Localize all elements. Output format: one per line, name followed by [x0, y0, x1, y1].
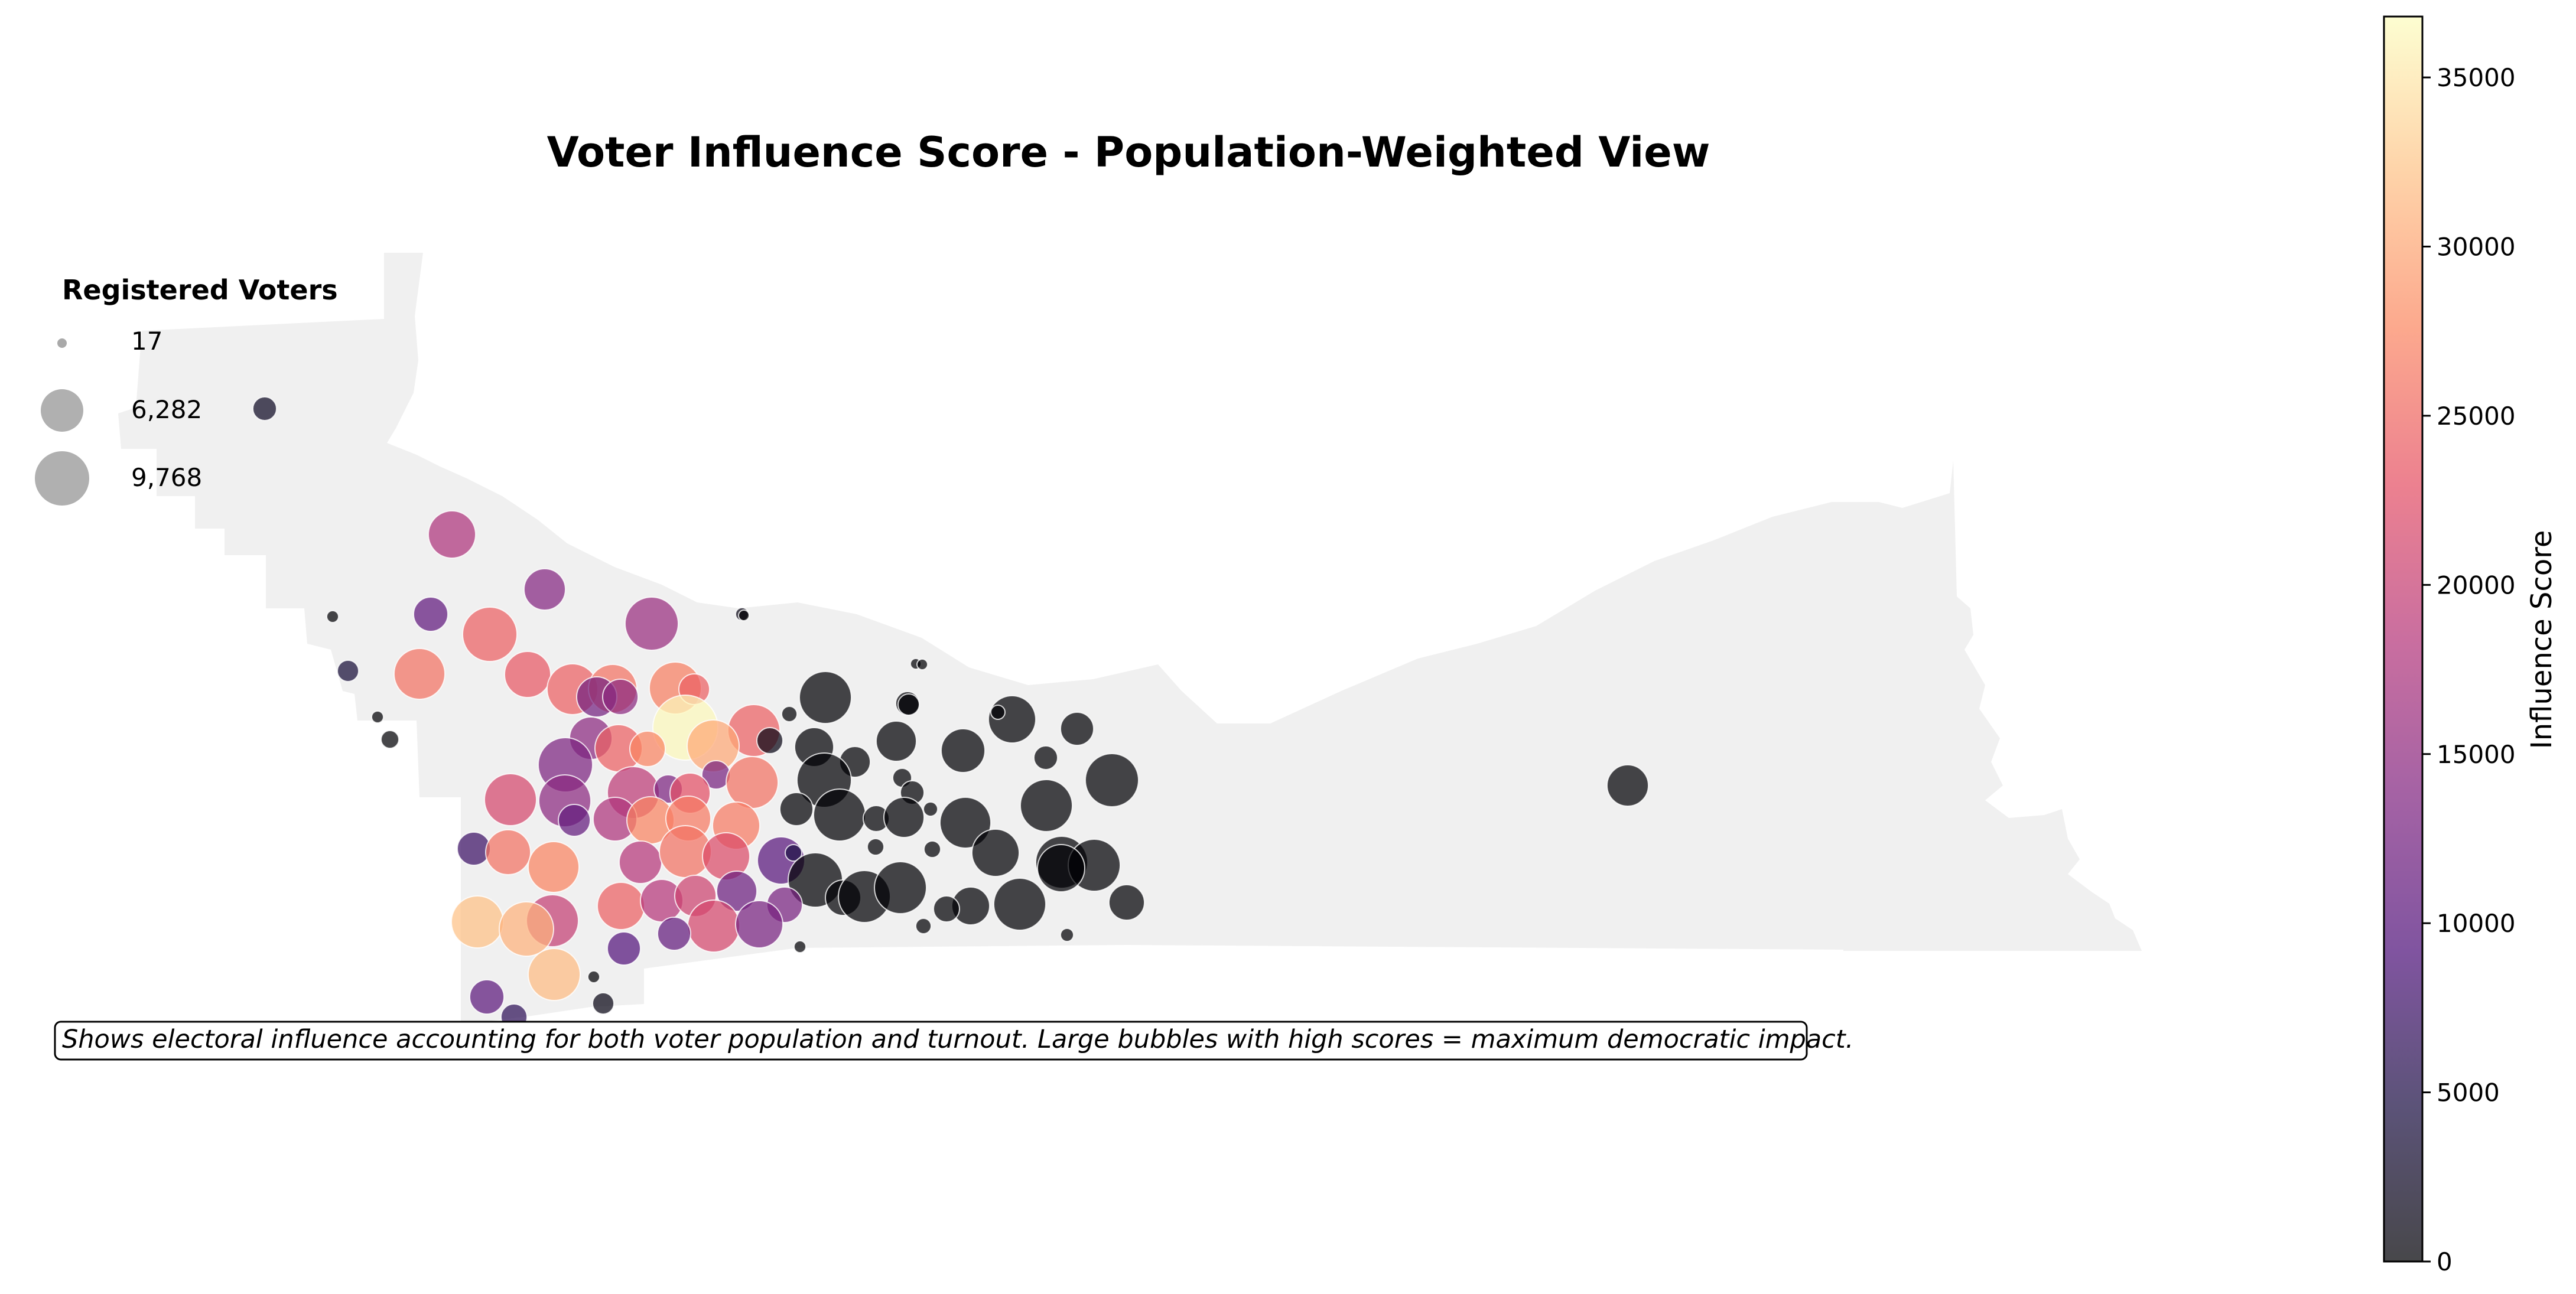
precinct-bubble: [499, 901, 554, 957]
precinct-bubble: [484, 773, 537, 826]
precinct-bubble: [1085, 753, 1139, 807]
size-legend-swatch-large: [35, 451, 89, 506]
precinct-bubble: [939, 797, 991, 849]
precinct-bubble: [883, 797, 925, 838]
precinct-bubble: [485, 829, 531, 875]
precinct-bubble: [941, 728, 985, 773]
precinct-bubble: [779, 792, 814, 826]
precinct-bubble: [897, 693, 920, 716]
precinct-bubble: [716, 871, 757, 912]
precinct-bubble: [462, 607, 518, 662]
chart-title: Voter Influence Score - Population-Weigh…: [547, 128, 1710, 177]
precinct-bubble: [602, 679, 639, 715]
size-legend: Registered Voters 17 6,282 9,768: [35, 274, 338, 506]
colorbar: 0 5000 10000 15000 20000 25000 30000 35000 Infl…: [2383, 15, 2558, 1276]
precinct-bubble: [597, 882, 645, 930]
precinct-bubble: [371, 710, 384, 723]
colorbar-tick-label: 30000: [2437, 233, 2516, 262]
precinct-bubble: [793, 940, 806, 953]
precinct-bubble: [587, 970, 600, 983]
colorbar-gradient: [2384, 17, 2422, 1262]
caption-frame: [54, 1021, 1808, 1061]
size-legend-label-large: 9,768: [131, 463, 202, 492]
precinct-bubble: [915, 918, 932, 934]
colorbar-tick-label: 20000: [2437, 571, 2516, 599]
precinct-bubble: [413, 597, 448, 632]
precinct-bubble: [923, 840, 941, 858]
precinct-bubble: [813, 788, 866, 842]
caption-text: Shows electoral influence accounting for…: [62, 1025, 1853, 1054]
colorbar-frame: [2383, 15, 2424, 1263]
precinct-bubble: [523, 568, 566, 611]
precinct-bubble: [252, 396, 277, 421]
colorbar-tick-label: 5000: [2437, 1078, 2500, 1107]
precinct-bubble: [1033, 745, 1058, 770]
precinct-bubble: [799, 671, 852, 724]
size-legend-title: Registered Voters: [62, 274, 338, 306]
colorbar-tick-label: 25000: [2437, 402, 2516, 431]
precinct-bubble: [393, 648, 445, 700]
precinct-bubble: [867, 838, 884, 856]
precinct-bubble: [971, 829, 1020, 877]
caption-box: Shows electoral influence accounting for…: [54, 1021, 1853, 1061]
precinct-bubble: [923, 801, 938, 817]
precinct-bubble: [1108, 884, 1145, 921]
precinct-bubble: [326, 610, 339, 623]
precinct-bubble: [990, 705, 1006, 720]
precinct-bubble: [607, 931, 641, 966]
precinct-bubble: [735, 900, 783, 949]
precinct-bubble: [874, 861, 927, 914]
precinct-bubble: [876, 721, 917, 762]
colorbar-tick-label: 35000: [2437, 63, 2516, 92]
precinct-bubble: [428, 510, 476, 559]
colorbar-tick-label: 15000: [2437, 740, 2516, 769]
size-legend-swatch-medium: [41, 389, 83, 432]
colorbar-label: Influence Score: [2525, 530, 2558, 749]
precinct-bubble: [993, 878, 1046, 931]
precinct-bubble: [504, 651, 551, 698]
colorbar-tick-label: 0: [2437, 1247, 2453, 1276]
precinct-bubble: [619, 840, 662, 884]
precinct-bubble: [687, 899, 740, 953]
colorbar-ticks: 0 5000 10000 15000 20000 25000 30000 35000: [2422, 63, 2516, 1276]
precinct-bubble: [1020, 779, 1073, 832]
size-legend-swatch-small: [57, 338, 67, 348]
precinct-bubble: [916, 659, 928, 670]
precinct-bubble: [726, 756, 779, 809]
precinct-bubble: [1060, 928, 1074, 942]
precinct-bubble: [528, 948, 581, 1001]
precinct-bubble: [451, 895, 504, 949]
precinct-bubble: [625, 597, 679, 651]
precinct-bubble: [785, 844, 802, 862]
colorbar-tick-label: 10000: [2437, 909, 2516, 938]
size-legend-label-small: 17: [131, 327, 162, 356]
precinct-bubble: [933, 895, 960, 923]
precinct-bubble: [1606, 764, 1649, 807]
precinct-bubble: [380, 730, 399, 749]
precinct-bubble: [738, 609, 750, 621]
precinct-bubble: [756, 727, 783, 754]
precinct-bubble: [469, 979, 505, 1015]
precinct-bubble: [781, 706, 798, 722]
precinct-bubble: [629, 731, 666, 767]
precinct-bubble: [558, 804, 591, 837]
bubbles-layer: [252, 396, 1649, 1031]
precinct-bubble: [337, 660, 359, 682]
size-legend-label-medium: 6,282: [131, 395, 202, 424]
precinct-bubble: [528, 841, 580, 893]
precinct-bubble: [592, 992, 614, 1015]
precinct-bubble: [657, 917, 691, 951]
precinct-bubble: [1037, 844, 1085, 892]
precinct-bubble: [1060, 712, 1094, 746]
